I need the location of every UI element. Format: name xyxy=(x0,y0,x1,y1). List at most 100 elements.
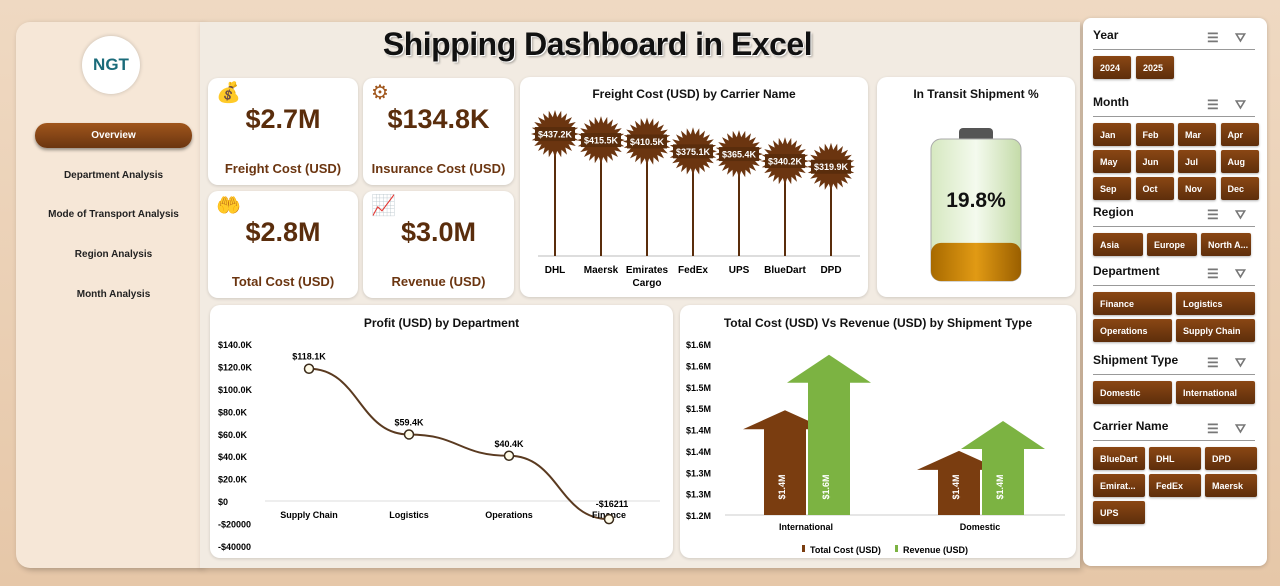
clear-filter-icon[interactable]: ⛛ xyxy=(1235,97,1246,112)
slicer-item[interactable]: Dec xyxy=(1220,177,1259,200)
kpi-value: $3.0M xyxy=(400,217,477,247)
profit-chart-card: Profit (USD) by Department xyxy=(210,305,673,558)
data-label: -$16211 xyxy=(596,499,629,509)
slicer-item[interactable]: Logistics xyxy=(1176,292,1255,315)
y-tick-label: $1.3M xyxy=(686,468,711,478)
slicer-title: Year xyxy=(1093,28,1119,42)
y-tick-label: $1.6M xyxy=(686,361,711,371)
slicer-item[interactable]: Oct xyxy=(1135,177,1174,200)
slicer-panel: Year ☰ ⛛ 2024 2025 Month ☰ ⛛ Jan Feb Mar Apr May Jun J… xyxy=(1083,18,1267,566)
slicer-item[interactable]: Jan xyxy=(1093,123,1131,146)
data-point xyxy=(403,429,415,440)
data-label-bg xyxy=(535,127,575,142)
category-label: Maersk xyxy=(584,265,619,276)
slicer-item[interactable]: International xyxy=(1176,381,1255,404)
slicer-item[interactable]: Jun xyxy=(1135,150,1174,173)
category-label: BlueDart xyxy=(764,265,806,276)
slicer-item[interactable]: North A... xyxy=(1201,233,1251,256)
kpi-label: Freight Cost (USD) xyxy=(224,161,342,176)
y-tick-label: $1.6M xyxy=(686,340,711,350)
clear-filter-icon[interactable]: ⛛ xyxy=(1235,266,1246,281)
slicer-item[interactable]: 2024 xyxy=(1093,56,1131,79)
category-label: DPD xyxy=(820,265,841,276)
slicer-item[interactable]: Mar xyxy=(1178,123,1216,146)
slicer-header-shipment-type: Shipment Type ☰ ⛛ xyxy=(1093,353,1255,375)
nav-mode-of-transport-analysis[interactable]: Mode of Transport Analysis xyxy=(48,209,179,220)
nav-region-analysis[interactable]: Region Analysis xyxy=(74,249,153,260)
slicer-item[interactable]: Europe xyxy=(1147,233,1197,256)
slicer-header-department: Department ☰ ⛛ xyxy=(1093,264,1255,286)
y-tick-label: $100.0K xyxy=(218,385,253,395)
category-label: UPS xyxy=(729,265,750,276)
slicer-item[interactable]: Asia xyxy=(1093,233,1143,256)
slicer-header-region: Region ☰ ⛛ xyxy=(1093,205,1255,227)
slicer-header-carrier-name: Carrier Name ☰ ⛛ xyxy=(1093,419,1255,441)
arrow-bar xyxy=(743,410,827,515)
arrow-bar xyxy=(961,420,1045,515)
data-label: $340.2K xyxy=(768,157,803,167)
y-tick-label: -$20000 xyxy=(218,519,251,529)
y-tick-label: $1.5M xyxy=(686,404,711,414)
category-label: Operations xyxy=(485,510,533,520)
slicer-item[interactable]: Apr xyxy=(1220,123,1259,146)
hand-coins-icon: 🤲 xyxy=(216,195,241,217)
data-label-bg xyxy=(811,159,851,174)
legend-swatch xyxy=(895,545,898,552)
slicer-item[interactable]: DHL xyxy=(1149,447,1201,470)
clear-filter-icon[interactable]: ⛛ xyxy=(1235,30,1246,45)
chart-title: Freight Cost (USD) by Carrier Name xyxy=(592,87,796,101)
multi-select-icon[interactable]: ☰ xyxy=(1207,355,1219,370)
nav-department-analysis[interactable]: Department Analysis xyxy=(63,170,164,181)
slicer-item[interactable]: Sep xyxy=(1093,177,1131,200)
legend-swatch xyxy=(802,545,805,552)
money-hand-icon: 💰 xyxy=(216,82,241,104)
category-label: Cargo xyxy=(633,278,662,289)
slicer-item[interactable]: May xyxy=(1093,150,1131,173)
clear-filter-icon[interactable]: ⛛ xyxy=(1235,421,1246,436)
slicer-header-month: Month ☰ ⛛ xyxy=(1093,95,1255,117)
clear-filter-icon[interactable]: ⛛ xyxy=(1235,207,1246,222)
category-label: FedEx xyxy=(678,265,708,276)
data-label-bg xyxy=(719,147,759,162)
category-label: International xyxy=(779,522,833,532)
slicer-item[interactable]: Feb xyxy=(1135,123,1174,146)
slicer-item[interactable]: Operations xyxy=(1093,319,1172,342)
slicer-item[interactable]: DPD xyxy=(1205,447,1257,470)
slicer-item[interactable]: Domestic xyxy=(1093,381,1172,404)
category-label: Logistics xyxy=(389,510,429,520)
slicer-item[interactable]: Maersk xyxy=(1205,474,1257,497)
slicer-item[interactable]: Supply Chain xyxy=(1176,319,1255,342)
y-tick-label: $1.2M xyxy=(686,511,711,521)
slicer-item[interactable]: FedEx xyxy=(1149,474,1201,497)
multi-select-icon[interactable]: ☰ xyxy=(1207,207,1219,222)
multi-select-icon[interactable]: ☰ xyxy=(1207,30,1219,45)
clear-filter-icon[interactable]: ⛛ xyxy=(1235,355,1246,370)
slicer-item[interactable]: 2025 xyxy=(1136,56,1174,79)
y-tick-label: $40.0K xyxy=(218,452,248,462)
multi-select-icon[interactable]: ☰ xyxy=(1207,421,1219,436)
slicer-title: Shipment Type xyxy=(1093,353,1179,367)
slicer-item[interactable]: Emirat... xyxy=(1093,474,1145,497)
data-label-bg xyxy=(581,133,621,148)
kpi-label: Revenue (USD) xyxy=(391,274,486,289)
slicer-item[interactable]: Aug xyxy=(1220,150,1259,173)
slicer-item[interactable]: Nov xyxy=(1178,177,1216,200)
nav-month-analysis[interactable]: Month Analysis xyxy=(76,289,151,300)
slicer-item[interactable]: Finance xyxy=(1093,292,1172,315)
data-label: $1.6M xyxy=(821,474,831,499)
y-tick-label: $140.0K xyxy=(218,340,253,350)
multi-select-icon[interactable]: ☰ xyxy=(1207,97,1219,112)
data-label: $319.9K xyxy=(814,162,849,172)
slicer-item[interactable]: BlueDart xyxy=(1093,447,1145,470)
data-label-bg xyxy=(627,134,667,149)
data-label: $40.4K xyxy=(494,439,524,449)
slicer-item[interactable]: Jul xyxy=(1178,150,1216,173)
nav-overview[interactable]: Overview xyxy=(35,123,192,148)
data-point xyxy=(603,513,615,525)
multi-select-icon[interactable]: ☰ xyxy=(1207,266,1219,281)
in-transit-card: In Transit Shipment % 19.8% xyxy=(877,77,1075,297)
y-tick-label: $1.4M xyxy=(686,426,711,436)
slicer-item[interactable]: UPS xyxy=(1093,501,1145,524)
chart-title: In Transit Shipment % xyxy=(913,87,1039,101)
y-tick-label: $80.0K xyxy=(218,407,248,417)
